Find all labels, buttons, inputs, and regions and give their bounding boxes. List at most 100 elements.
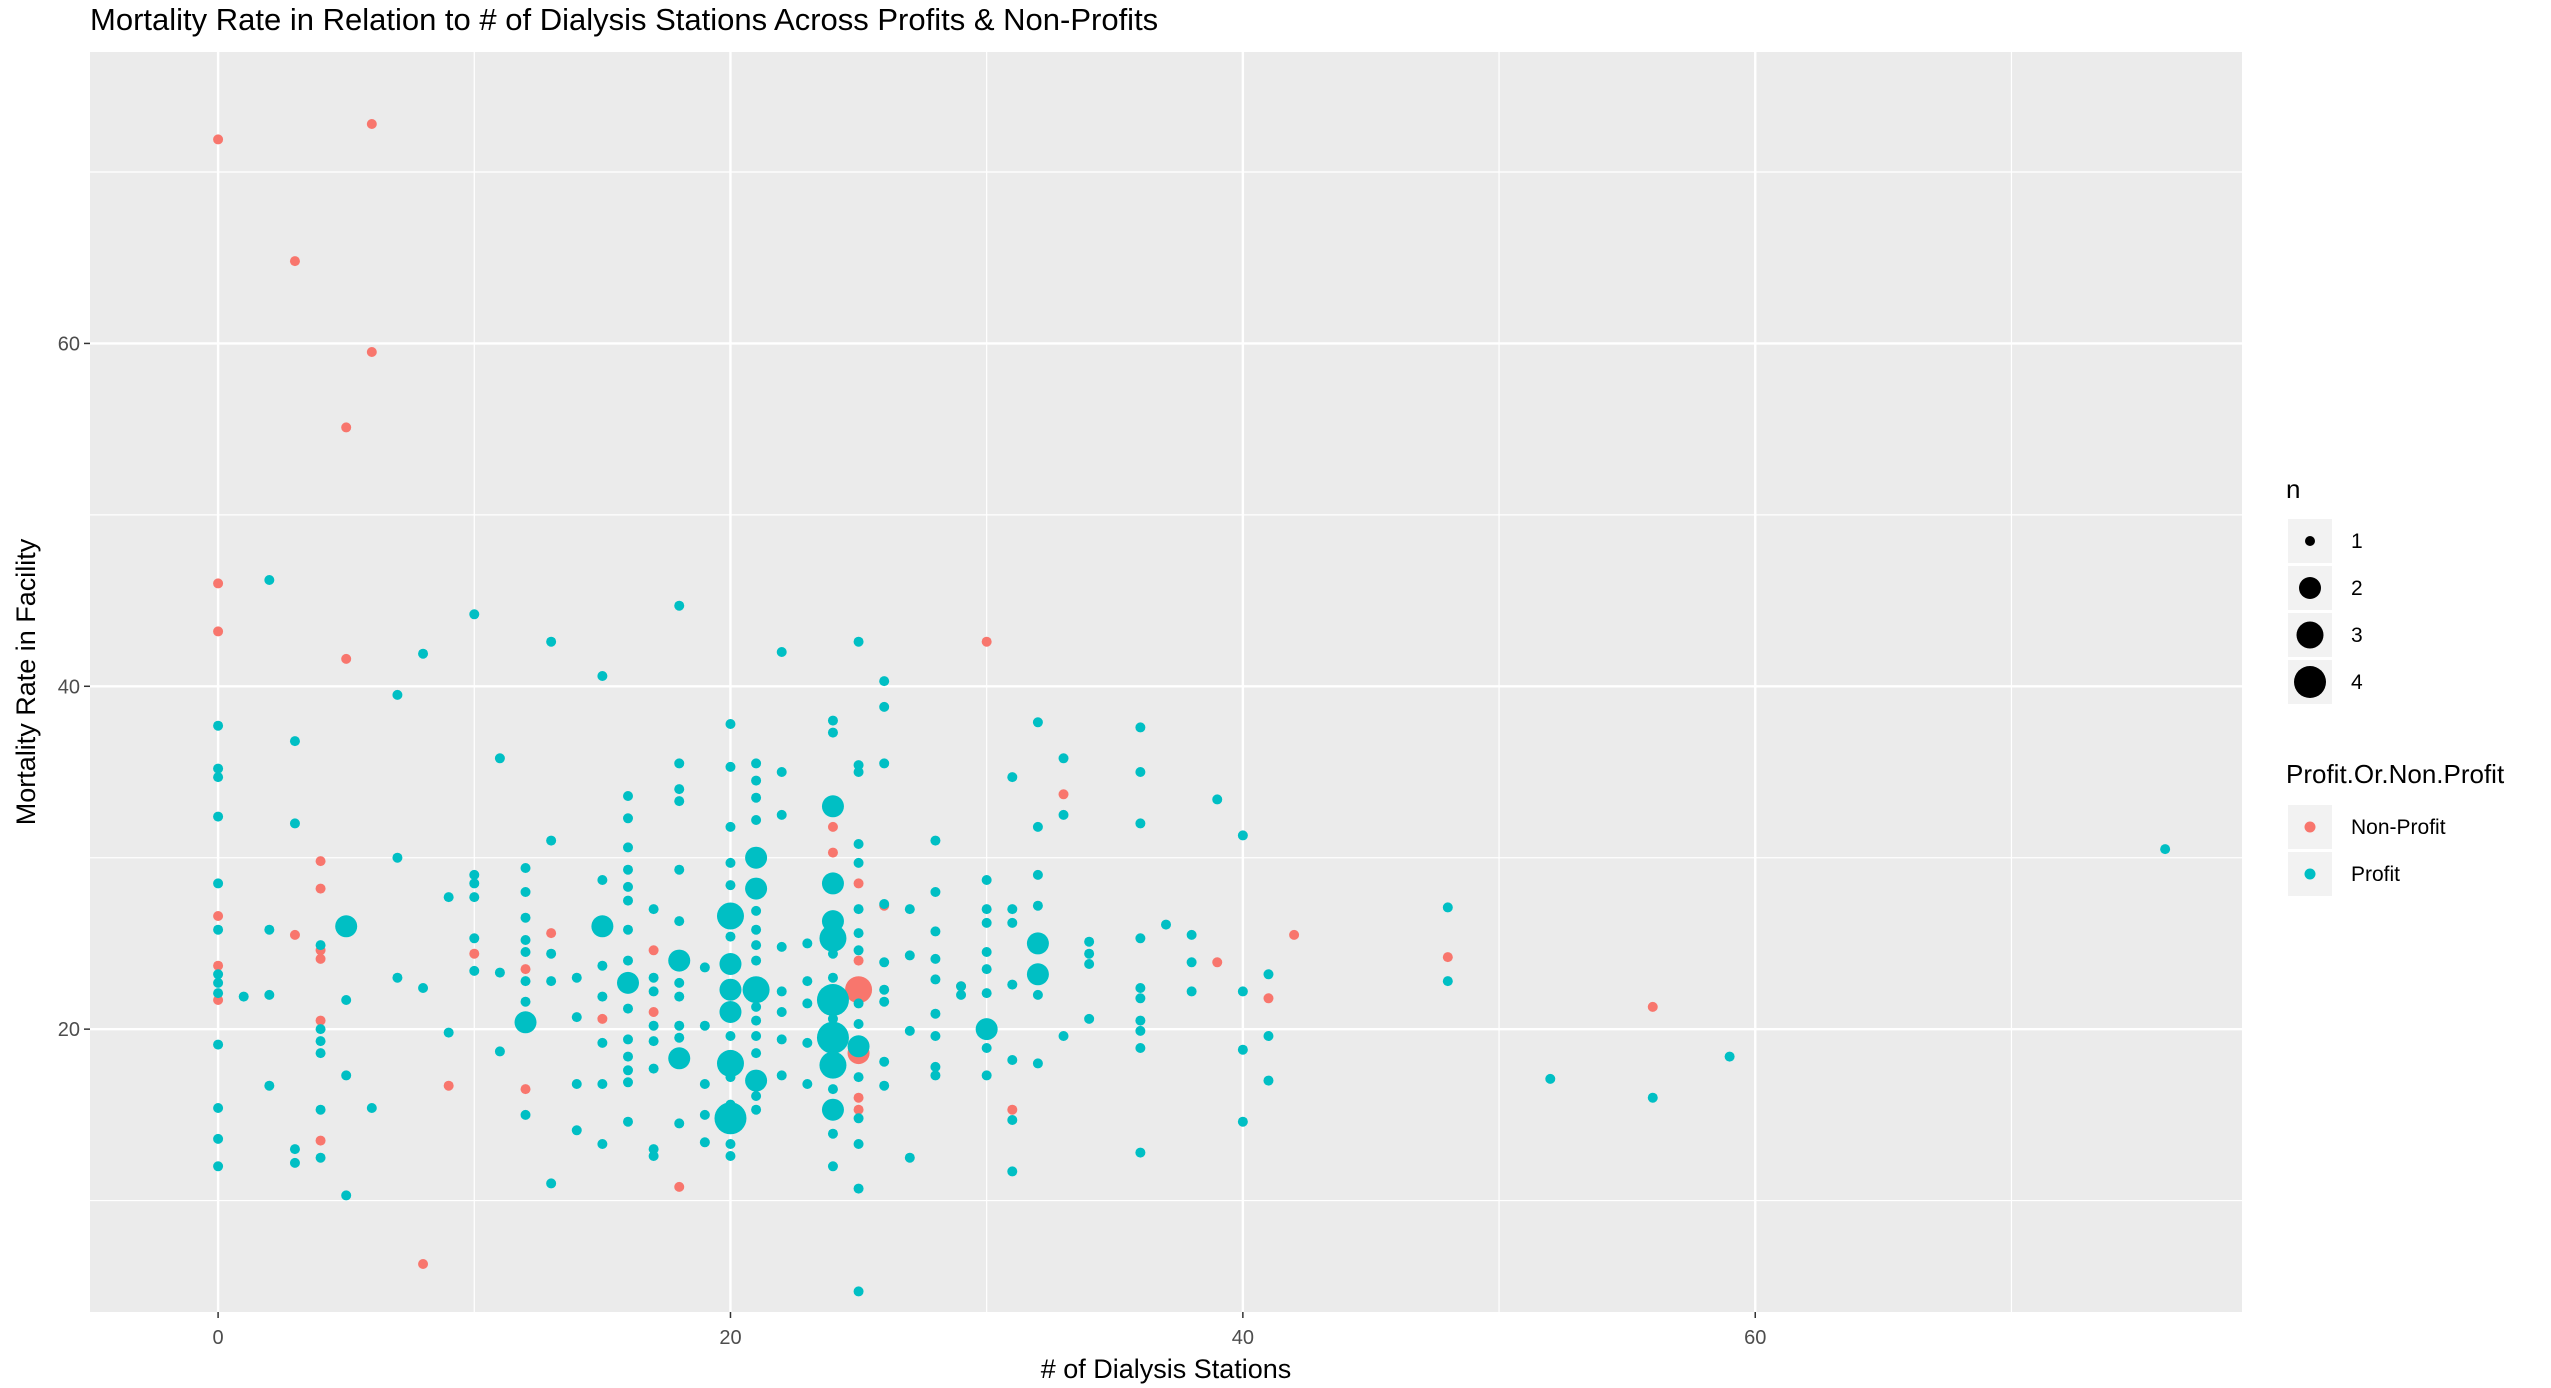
x-tick-label: 0: [213, 1327, 224, 1349]
size-legend-label: 3: [2351, 624, 2363, 647]
point-profit: [597, 991, 608, 1002]
point-profit: [1237, 986, 1248, 997]
point-profit: [1007, 979, 1018, 990]
point-profit: [623, 895, 633, 906]
point-non-profit: [1058, 789, 1069, 800]
point-non-profit: [845, 976, 873, 1004]
point-profit: [571, 1125, 582, 1136]
point-profit: [623, 1077, 633, 1088]
point-profit: [315, 1152, 326, 1163]
point-profit: [674, 864, 685, 875]
size-legend-symbol: [2299, 577, 2321, 599]
point-profit: [745, 846, 768, 869]
point-profit: [1007, 1115, 1018, 1125]
y-axis: 20 40 60: [58, 333, 90, 1041]
point-profit: [315, 940, 326, 951]
point-profit: [821, 795, 844, 818]
point-non-profit: [213, 578, 224, 589]
x-axis-title: # of Dialysis Stations: [1041, 1354, 1292, 1384]
point-profit: [341, 995, 352, 1005]
point-profit: [725, 821, 736, 832]
point-profit: [879, 701, 890, 712]
point-profit: [571, 1079, 582, 1089]
point-non-profit: [213, 960, 224, 971]
point-profit: [1026, 932, 1049, 955]
point-profit: [418, 983, 429, 993]
point-profit: [1135, 818, 1146, 829]
point-profit: [827, 1128, 838, 1139]
color-legend: Profit.Or.Non.Profit Non-Profit Profit: [2286, 759, 2505, 896]
point-profit: [930, 835, 941, 846]
point-profit: [571, 972, 582, 983]
point-non-profit: [853, 955, 864, 966]
point-profit: [623, 955, 633, 966]
point-non-profit: [853, 1092, 864, 1103]
point-profit: [751, 758, 762, 769]
point-profit: [392, 852, 403, 863]
point-profit: [699, 1109, 710, 1120]
point-non-profit: [520, 1084, 531, 1095]
point-profit: [853, 1183, 864, 1194]
point-profit: [1237, 1044, 1248, 1055]
point-profit: [443, 892, 454, 903]
point-profit: [546, 976, 557, 987]
point-profit: [597, 1079, 608, 1089]
point-profit: [597, 960, 608, 971]
point-profit: [623, 1003, 633, 1014]
point-profit: [751, 1104, 762, 1115]
grid-lines: [90, 52, 2242, 1312]
point-non-profit: [648, 1007, 659, 1017]
point-non-profit: [827, 847, 838, 858]
point-profit: [981, 1043, 992, 1053]
point-profit: [341, 1190, 352, 1201]
size-legend-symbol: [2294, 666, 2326, 698]
point-profit: [1032, 869, 1043, 880]
point-profit: [520, 863, 531, 873]
point-profit: [956, 989, 967, 1000]
point-profit: [597, 671, 608, 681]
point-profit: [213, 1133, 224, 1144]
point-profit: [725, 1072, 736, 1083]
point-non-profit: [213, 995, 224, 1005]
point-profit: [571, 1012, 582, 1023]
point-profit: [742, 976, 770, 1004]
point-profit: [879, 1080, 890, 1091]
point-profit: [674, 784, 685, 795]
point-non-profit: [1007, 1104, 1018, 1115]
point-profit: [623, 813, 633, 824]
point-profit: [648, 1020, 659, 1031]
point-profit: [879, 899, 890, 909]
point-profit: [674, 600, 685, 611]
point-profit: [648, 904, 659, 915]
point-non-profit: [546, 928, 557, 939]
point-profit: [213, 924, 224, 935]
point-non-profit: [1442, 952, 1453, 963]
point-profit: [725, 880, 736, 891]
point-profit: [802, 1079, 813, 1089]
point-profit: [1442, 976, 1453, 987]
point-profit: [1161, 919, 1171, 930]
point-profit: [1212, 794, 1223, 805]
x-axis: 0 20 40 60: [213, 1312, 1766, 1349]
point-profit: [494, 753, 505, 764]
point-profit: [776, 809, 787, 820]
point-profit: [289, 818, 300, 829]
point-profit: [904, 950, 915, 961]
point-non-profit: [1212, 957, 1223, 968]
point-profit: [213, 878, 224, 889]
point-profit: [674, 796, 685, 807]
point-profit: [930, 974, 941, 985]
point-profit: [617, 971, 639, 994]
point-profit: [719, 978, 742, 1001]
point-profit: [623, 791, 633, 801]
point-profit: [853, 1072, 864, 1083]
point-profit: [853, 945, 864, 956]
point-profit: [1237, 1116, 1248, 1127]
chart-title: Mortality Rate in Relation to # of Dialy…: [90, 2, 1158, 37]
point-profit: [469, 965, 480, 976]
point-profit: [975, 1018, 998, 1041]
point-profit: [213, 772, 224, 783]
point-profit: [213, 720, 224, 731]
point-profit: [776, 1070, 787, 1081]
point-profit: [1058, 753, 1069, 764]
